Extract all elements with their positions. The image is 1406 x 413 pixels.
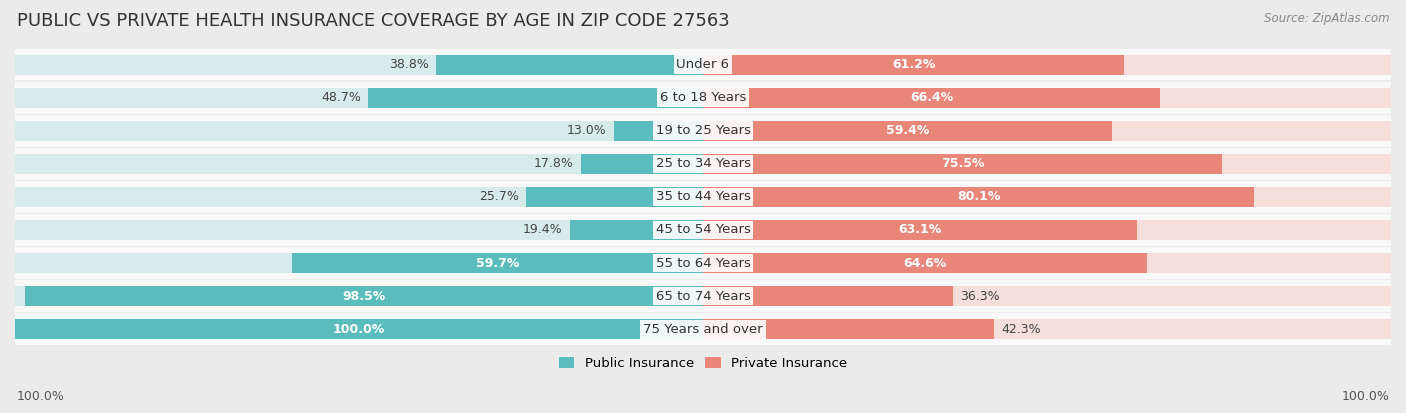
- Text: 19.4%: 19.4%: [523, 223, 562, 237]
- Bar: [15, 286, 703, 306]
- Text: 59.7%: 59.7%: [477, 256, 519, 270]
- Bar: [292, 253, 703, 273]
- Text: 38.8%: 38.8%: [389, 58, 429, 71]
- Text: 80.1%: 80.1%: [957, 190, 1000, 204]
- Bar: [25, 286, 703, 306]
- Text: 25.7%: 25.7%: [479, 190, 519, 204]
- Bar: [703, 220, 1391, 240]
- Text: 75.5%: 75.5%: [941, 157, 984, 170]
- Bar: [703, 319, 1391, 339]
- Bar: [15, 82, 1391, 114]
- Bar: [613, 121, 703, 141]
- Text: 42.3%: 42.3%: [1001, 323, 1040, 336]
- Text: 17.8%: 17.8%: [534, 157, 574, 170]
- Bar: [15, 121, 703, 141]
- Bar: [703, 253, 1391, 273]
- Text: 65 to 74 Years: 65 to 74 Years: [655, 290, 751, 303]
- Bar: [569, 220, 703, 240]
- Bar: [15, 280, 1391, 312]
- Bar: [703, 319, 994, 339]
- Bar: [15, 253, 703, 273]
- Bar: [703, 121, 1391, 141]
- Text: 61.2%: 61.2%: [891, 58, 935, 71]
- Text: 35 to 44 Years: 35 to 44 Years: [655, 190, 751, 204]
- Bar: [15, 220, 703, 240]
- Bar: [15, 154, 703, 174]
- Bar: [15, 55, 703, 74]
- Bar: [703, 187, 1254, 207]
- Text: 100.0%: 100.0%: [333, 323, 385, 336]
- Text: Source: ZipAtlas.com: Source: ZipAtlas.com: [1264, 12, 1389, 25]
- Bar: [703, 88, 1391, 108]
- Text: Under 6: Under 6: [676, 58, 730, 71]
- Bar: [703, 253, 1147, 273]
- Bar: [15, 115, 1391, 147]
- Text: 63.1%: 63.1%: [898, 223, 942, 237]
- Bar: [703, 286, 1391, 306]
- Bar: [15, 187, 703, 207]
- Legend: Public Insurance, Private Insurance: Public Insurance, Private Insurance: [554, 351, 852, 375]
- Bar: [703, 286, 953, 306]
- Text: 55 to 64 Years: 55 to 64 Years: [655, 256, 751, 270]
- Text: 48.7%: 48.7%: [321, 91, 361, 104]
- Text: PUBLIC VS PRIVATE HEALTH INSURANCE COVERAGE BY AGE IN ZIP CODE 27563: PUBLIC VS PRIVATE HEALTH INSURANCE COVER…: [17, 12, 730, 31]
- Text: 25 to 34 Years: 25 to 34 Years: [655, 157, 751, 170]
- Text: 13.0%: 13.0%: [567, 124, 606, 137]
- Text: 100.0%: 100.0%: [17, 390, 65, 403]
- Bar: [15, 181, 1391, 213]
- Bar: [15, 88, 703, 108]
- Bar: [15, 313, 1391, 345]
- Bar: [703, 55, 1123, 74]
- Bar: [368, 88, 703, 108]
- Bar: [703, 88, 1160, 108]
- Bar: [526, 187, 703, 207]
- Bar: [703, 154, 1222, 174]
- Text: 6 to 18 Years: 6 to 18 Years: [659, 91, 747, 104]
- Bar: [15, 319, 703, 339]
- Text: 59.4%: 59.4%: [886, 124, 929, 137]
- Text: 100.0%: 100.0%: [1341, 390, 1389, 403]
- Text: 75 Years and over: 75 Years and over: [643, 323, 763, 336]
- Text: 45 to 54 Years: 45 to 54 Years: [655, 223, 751, 237]
- Bar: [15, 214, 1391, 246]
- Bar: [703, 154, 1391, 174]
- Bar: [15, 247, 1391, 279]
- Bar: [703, 121, 1112, 141]
- Text: 64.6%: 64.6%: [904, 256, 946, 270]
- Bar: [581, 154, 703, 174]
- Text: 98.5%: 98.5%: [343, 290, 385, 303]
- Bar: [703, 187, 1391, 207]
- Text: 19 to 25 Years: 19 to 25 Years: [655, 124, 751, 137]
- Bar: [15, 319, 703, 339]
- Text: 36.3%: 36.3%: [960, 290, 1000, 303]
- Bar: [703, 55, 1391, 74]
- Bar: [703, 220, 1137, 240]
- Bar: [15, 148, 1391, 180]
- Text: 66.4%: 66.4%: [910, 91, 953, 104]
- Bar: [15, 49, 1391, 81]
- Bar: [436, 55, 703, 74]
